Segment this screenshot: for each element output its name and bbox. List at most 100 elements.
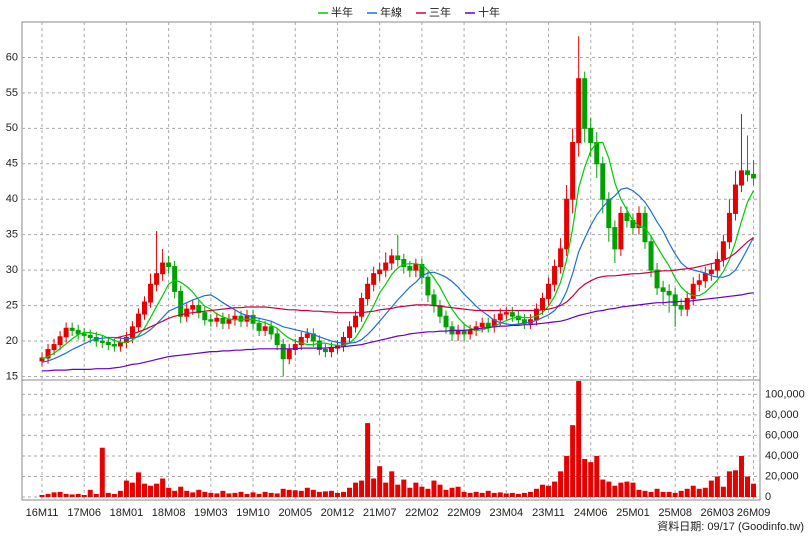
candle-body bbox=[57, 336, 63, 346]
x-tick-label: 26M03 bbox=[701, 507, 735, 519]
volume-bar bbox=[298, 490, 304, 497]
candle-body bbox=[606, 198, 612, 229]
volume-bar bbox=[425, 488, 431, 497]
candle-body bbox=[129, 326, 135, 338]
candle-body bbox=[316, 340, 322, 351]
candle-body bbox=[648, 241, 654, 271]
candle-body bbox=[383, 262, 389, 271]
volume-bar bbox=[377, 466, 383, 497]
y-tick-label: 50 bbox=[6, 122, 18, 134]
candle-body bbox=[178, 290, 184, 317]
candle-body bbox=[322, 349, 328, 353]
volume-bar bbox=[383, 482, 389, 497]
candle-body bbox=[353, 315, 359, 328]
y2-tick-label: 60,000 bbox=[765, 429, 799, 441]
candle-body bbox=[672, 294, 678, 307]
x-tick-label: 16M11 bbox=[26, 507, 59, 519]
volume-bar bbox=[666, 491, 672, 497]
volume-bar bbox=[148, 485, 154, 497]
x-tick-label: 20M05 bbox=[278, 507, 312, 519]
volume-bar bbox=[262, 491, 268, 497]
candle-body bbox=[214, 317, 220, 322]
volume-bar bbox=[491, 492, 497, 497]
candle-body bbox=[503, 312, 509, 315]
volume-bar bbox=[214, 493, 220, 497]
candle-body bbox=[304, 333, 310, 338]
candle-body bbox=[576, 78, 582, 144]
volume-bar bbox=[594, 455, 600, 497]
volume-bar bbox=[69, 494, 75, 497]
volume-bar bbox=[81, 494, 87, 497]
candle-body bbox=[666, 290, 672, 296]
volume-bar bbox=[389, 471, 395, 497]
candle-body bbox=[389, 255, 395, 264]
volume-bar bbox=[87, 489, 93, 497]
volume-bar bbox=[539, 484, 545, 497]
volume-bar bbox=[328, 490, 334, 497]
volume-bar bbox=[244, 493, 250, 497]
candle-body bbox=[413, 263, 419, 271]
volume-bar bbox=[431, 480, 437, 497]
candle-body bbox=[437, 305, 443, 317]
candle-body bbox=[81, 333, 87, 336]
volume-bar bbox=[642, 490, 648, 497]
candle-body bbox=[654, 269, 660, 289]
volume-bar bbox=[178, 486, 184, 497]
candle-body bbox=[202, 312, 208, 321]
volume-bar bbox=[503, 493, 509, 497]
candle-body bbox=[39, 357, 45, 362]
candle-body bbox=[226, 319, 232, 324]
candle-body bbox=[45, 349, 51, 359]
ma-line bbox=[41, 141, 755, 360]
candle-body bbox=[588, 127, 594, 144]
volume-bar bbox=[720, 486, 726, 497]
volume-bar bbox=[552, 481, 558, 497]
candle-body bbox=[154, 273, 160, 285]
volume-bar bbox=[39, 494, 45, 497]
volume-bar bbox=[509, 492, 515, 497]
volume-bar bbox=[624, 481, 630, 497]
candle-body bbox=[63, 327, 69, 338]
candle-body bbox=[732, 184, 738, 214]
volume-bar bbox=[123, 480, 129, 497]
candle-body bbox=[696, 280, 702, 285]
volume-bar bbox=[208, 492, 214, 497]
candle-body bbox=[726, 212, 732, 243]
volume-bar bbox=[672, 492, 678, 497]
x-tick-label: 22M02 bbox=[405, 507, 439, 519]
candle-body bbox=[479, 322, 485, 328]
volume-bar bbox=[726, 471, 732, 497]
volume-bar bbox=[437, 484, 443, 497]
volume-bar bbox=[202, 491, 208, 497]
candle-body bbox=[618, 212, 624, 250]
volume-bar bbox=[419, 486, 425, 497]
volume-bar bbox=[142, 483, 148, 497]
volume-bar bbox=[117, 490, 123, 497]
volume-bar bbox=[268, 492, 274, 497]
x-tick-label: 26M09 bbox=[737, 507, 771, 519]
candle-body bbox=[371, 273, 377, 285]
candle-body bbox=[431, 294, 437, 307]
volume-bar bbox=[660, 491, 666, 497]
ma-line bbox=[41, 187, 755, 363]
volume-bar bbox=[353, 482, 359, 497]
source-note: 資料日期: 09/17 (Goodinfo.tw) bbox=[657, 519, 804, 533]
volume-bar bbox=[154, 483, 160, 497]
candle-body bbox=[485, 322, 491, 328]
volume-bar bbox=[732, 470, 738, 497]
volume-bar bbox=[310, 489, 316, 497]
volume-bar bbox=[238, 491, 244, 497]
x-tick-label: 20M12 bbox=[321, 507, 355, 519]
x-tick-label: 22M09 bbox=[447, 507, 481, 519]
volume-bar bbox=[606, 481, 612, 497]
ma-line bbox=[114, 237, 754, 339]
candle-body bbox=[660, 287, 666, 292]
volume-bar bbox=[93, 493, 99, 497]
volume-bar bbox=[160, 478, 166, 497]
volume-bar bbox=[371, 478, 377, 497]
volume-bar bbox=[359, 480, 365, 497]
candle-body bbox=[745, 170, 751, 175]
candle-body bbox=[714, 258, 720, 271]
volume-bar bbox=[135, 472, 141, 497]
volume-bar bbox=[334, 492, 340, 497]
